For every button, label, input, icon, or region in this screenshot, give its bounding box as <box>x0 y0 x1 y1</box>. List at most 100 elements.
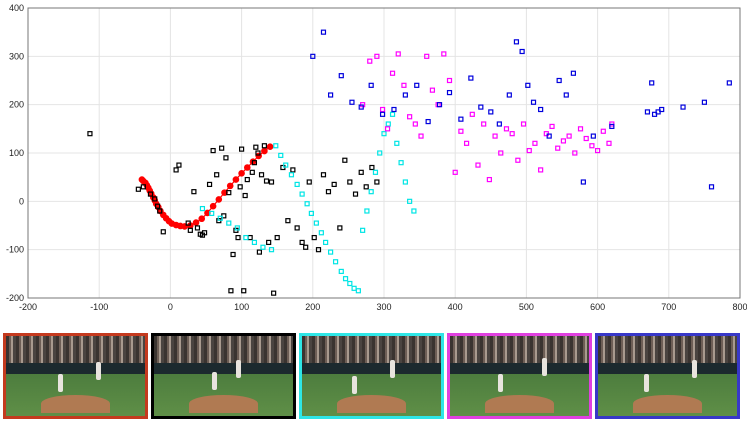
data-point <box>258 172 265 178</box>
data-point <box>458 128 464 134</box>
data-point <box>268 179 275 185</box>
data-point <box>230 251 236 258</box>
data-point <box>649 80 655 86</box>
data-point <box>560 138 567 144</box>
data-point <box>519 48 525 55</box>
data-point <box>294 181 300 188</box>
data-point <box>232 176 240 183</box>
data-point <box>680 104 686 110</box>
data-point <box>429 87 436 93</box>
data-point <box>342 276 349 282</box>
data-point <box>239 146 245 152</box>
data-point <box>251 239 258 246</box>
data-point <box>338 268 344 275</box>
data-point <box>530 99 537 105</box>
x-tick-label: 100 <box>234 302 249 310</box>
data-point <box>379 111 386 117</box>
data-point <box>463 140 470 146</box>
data-point <box>525 82 531 88</box>
data-point <box>358 169 364 175</box>
data-point <box>349 99 355 105</box>
data-point <box>223 155 229 161</box>
data-point <box>303 244 309 250</box>
y-tick-label: 200 <box>9 100 24 110</box>
data-point <box>273 143 279 149</box>
y-tick-label: -200 <box>6 293 24 303</box>
data-point <box>311 234 317 241</box>
x-tick-label: 400 <box>448 302 463 310</box>
data-point <box>342 157 348 163</box>
data-point <box>492 133 498 139</box>
data-point <box>377 150 383 156</box>
data-point <box>496 121 502 127</box>
data-point <box>644 109 651 115</box>
data-point <box>201 230 208 236</box>
data-point <box>255 150 261 156</box>
data-point <box>310 53 316 59</box>
data-point <box>407 198 413 204</box>
data-point <box>546 133 552 139</box>
data-point <box>364 208 370 214</box>
data-point <box>395 51 401 57</box>
x-tick-label: -100 <box>90 302 108 310</box>
data-point <box>209 202 217 210</box>
data-point <box>360 227 366 233</box>
data-point <box>226 220 232 226</box>
grid <box>27 7 741 299</box>
data-point <box>283 162 289 168</box>
y-tick-label: 400 <box>9 3 24 13</box>
data-point <box>237 184 243 190</box>
data-point <box>352 191 359 197</box>
data-point <box>261 143 267 149</box>
data-point <box>331 181 337 188</box>
data-point <box>701 99 708 105</box>
data-point <box>381 131 387 137</box>
data-point <box>425 118 431 125</box>
data-point <box>424 53 430 59</box>
thumbnail-cyan <box>299 333 444 419</box>
data-point <box>209 210 215 217</box>
data-point <box>555 145 561 151</box>
x-tick-label: 500 <box>519 302 534 310</box>
axis-ticks: -200 -100 0 100 200 300 400 500 600 700 800 400 300 2… <box>6 3 747 310</box>
data-point <box>708 184 715 190</box>
data-point <box>572 150 578 156</box>
data-point <box>411 208 417 214</box>
data-point <box>355 288 361 294</box>
data-point <box>199 205 206 212</box>
data-point <box>313 220 319 226</box>
data-point <box>589 143 595 149</box>
data-point <box>520 121 527 127</box>
data-point <box>288 172 295 178</box>
data-point <box>228 288 234 294</box>
data-point <box>243 234 249 241</box>
data-point <box>347 179 353 185</box>
data-point <box>515 157 521 163</box>
data-point <box>446 89 453 96</box>
data-point <box>347 280 353 287</box>
data-point <box>374 179 380 185</box>
data-point <box>320 172 327 178</box>
data-point <box>412 121 418 127</box>
data-point <box>606 140 612 146</box>
data-point <box>570 70 576 76</box>
data-point <box>308 210 314 217</box>
data-point <box>609 123 615 130</box>
data-point <box>509 131 515 137</box>
data-point <box>192 219 200 226</box>
data-point <box>532 140 538 146</box>
x-tick-label: 600 <box>590 302 605 310</box>
data-point <box>217 215 223 221</box>
data-point <box>526 147 532 154</box>
data-point <box>446 77 453 84</box>
data-point <box>198 215 206 223</box>
data-point <box>251 160 258 166</box>
data-point <box>244 176 250 183</box>
data-point <box>583 135 589 142</box>
data-point <box>563 92 569 98</box>
data-point <box>441 51 447 57</box>
data-point <box>256 249 262 255</box>
data-point <box>436 102 443 108</box>
data-point <box>577 126 584 132</box>
y-tick-label: 300 <box>9 51 24 61</box>
